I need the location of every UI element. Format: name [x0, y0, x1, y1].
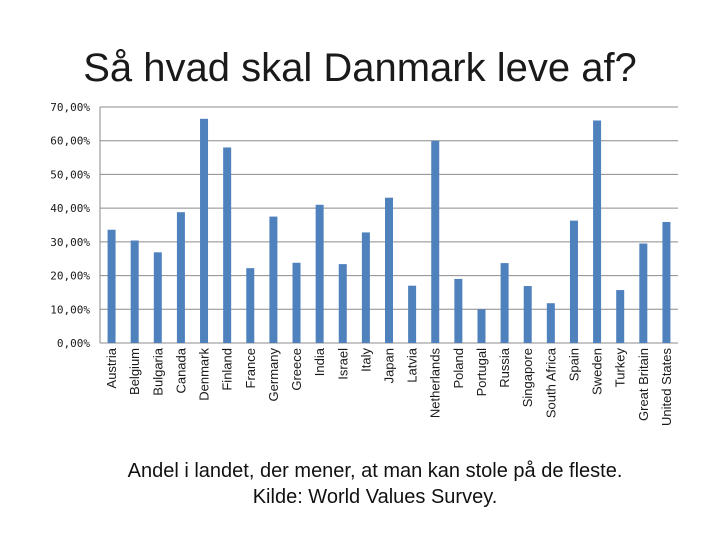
y-tick-label: 50,00% [50, 168, 90, 181]
x-tick-label: Japan [382, 348, 397, 383]
y-tick-label: 60,00% [50, 135, 90, 148]
x-tick-label: Spain [566, 348, 581, 381]
bar [385, 197, 393, 343]
bar [292, 262, 301, 343]
bar [130, 240, 139, 343]
x-tick-label: Germany [266, 348, 281, 402]
x-tick-label: Great Britain [636, 348, 651, 421]
bar [153, 252, 162, 343]
y-tick-label: 70,00% [50, 101, 90, 114]
y-tick-label: 10,00% [50, 303, 90, 316]
bar [569, 220, 578, 343]
x-tick-label: France [243, 348, 258, 388]
bar [107, 229, 116, 343]
x-tick-label: Netherlands [428, 348, 443, 419]
caption-description: Andel i landet, der mener, at man kan st… [127, 460, 623, 482]
y-tick-label: 20,00% [50, 270, 90, 283]
caption-source: Kilde: World Values Survey. [252, 486, 498, 508]
bar [315, 204, 324, 343]
x-tick-label: Belgium [127, 348, 142, 395]
x-tick-label: Italy [358, 348, 373, 372]
x-tick-label: India [312, 347, 327, 376]
bar [616, 290, 625, 343]
bar [593, 120, 602, 343]
x-tick-label: Denmark [197, 348, 212, 401]
x-tick-label: Greece [289, 348, 304, 391]
bar [246, 268, 255, 343]
slide-title: Så hvad skal Danmark leve af? [83, 46, 637, 90]
bar [176, 212, 185, 343]
x-tick-label: South Africa [543, 347, 558, 418]
x-tick-label: Singapore [520, 348, 535, 407]
bar [546, 303, 555, 343]
bar [477, 309, 486, 343]
x-tick-label: Sweden [590, 348, 605, 395]
x-tick-label: Russia [497, 347, 512, 388]
y-tick-label: 40,00% [50, 202, 90, 215]
x-tick-label: Canada [173, 347, 188, 393]
x-tick-label: Austria [104, 347, 119, 388]
bar [338, 264, 347, 343]
bar [200, 118, 209, 343]
x-tick-label: Bulgaria [150, 347, 165, 395]
x-tick-label: United States [659, 348, 674, 427]
x-tick-label: Latvia [405, 347, 420, 382]
x-tick-label: Poland [451, 348, 466, 388]
bar [662, 221, 671, 343]
y-tick-label: 30,00% [50, 236, 90, 249]
x-tick-label: Portugal [474, 348, 489, 397]
chart-caption: Andel i landet, der mener, at man kan st… [0, 458, 720, 510]
x-tick-label: Turkey [613, 348, 628, 388]
bar [454, 278, 463, 343]
bar [431, 140, 440, 343]
x-tick-label: Finland [220, 348, 235, 391]
bar [269, 216, 278, 343]
y-tick-label: 0,00% [57, 337, 90, 350]
bar [523, 286, 532, 343]
bar [223, 147, 232, 343]
bar [361, 232, 370, 343]
x-tick-label: Israel [335, 348, 350, 380]
bar [500, 263, 509, 343]
bar [408, 285, 417, 343]
bar [639, 243, 648, 343]
